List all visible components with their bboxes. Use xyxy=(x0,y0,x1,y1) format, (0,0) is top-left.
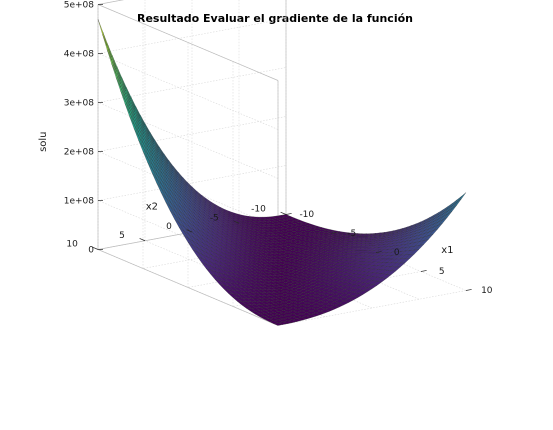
surface-patch xyxy=(107,46,117,72)
x-tick-label: -10 xyxy=(299,210,314,220)
y-tick-mark xyxy=(92,246,99,250)
y-tick-mark xyxy=(186,229,193,233)
z-tick-label: 4e+08 xyxy=(64,50,95,60)
x-tick-mark xyxy=(285,213,292,215)
y-tick-label: 5 xyxy=(119,231,125,241)
z-gridline xyxy=(97,53,279,130)
y-tick-mark xyxy=(280,211,287,215)
y-tick-label: 10 xyxy=(66,240,78,250)
axis-box-edge xyxy=(97,4,279,81)
y-tick-mark xyxy=(139,238,146,242)
z-gridline xyxy=(97,18,287,54)
x-tick-label: -5 xyxy=(347,229,356,239)
surface-patch xyxy=(97,19,108,47)
x-tick-label: 10 xyxy=(481,286,493,296)
x-tick-mark xyxy=(465,289,472,291)
surface-patch xyxy=(102,34,112,61)
surface-patch xyxy=(456,192,467,203)
z-gridline xyxy=(97,200,279,277)
z-axis-label: solu xyxy=(38,131,49,151)
z-gridline xyxy=(97,165,287,201)
y-tick-label: -10 xyxy=(251,205,266,215)
x-tick-label: 0 xyxy=(394,248,400,258)
z-tick-label: 0 xyxy=(88,246,94,256)
surface-mesh xyxy=(97,19,467,326)
y-tick-label: 0 xyxy=(166,222,172,232)
z-tick-label: 1e+08 xyxy=(64,197,95,207)
x-gridline xyxy=(277,290,467,326)
z-gridline xyxy=(97,67,287,103)
axis-box-edge xyxy=(97,249,279,326)
y-axis-label: x2 xyxy=(146,201,158,212)
x-axis-label: x1 xyxy=(441,245,453,256)
x-tick-mark xyxy=(375,251,382,253)
chart-title: Resultado Evaluar el gradiente de la fun… xyxy=(137,12,413,25)
surface-patch xyxy=(102,31,113,58)
x-tick-mark xyxy=(330,232,337,234)
z-tick-label: 5e+08 xyxy=(64,1,95,11)
z-tick-label: 2e+08 xyxy=(64,148,95,158)
z-gridline xyxy=(97,102,279,179)
x-tick-label: 5 xyxy=(439,267,445,277)
z-gridline xyxy=(97,116,287,152)
x-gridline xyxy=(142,233,332,269)
z-gridline xyxy=(97,151,279,228)
z-tick-label: 3e+08 xyxy=(64,99,95,109)
x-tick-mark xyxy=(420,270,427,272)
y-tick-mark xyxy=(233,220,240,224)
axes-ticks: -10 -5 0 5 10 -10 -5 0 5 10 0 1e+08 2e+08 3e+08 4e+08 5… xyxy=(38,1,493,297)
y-gridline xyxy=(144,240,326,318)
y-tick-label: -5 xyxy=(210,213,219,223)
